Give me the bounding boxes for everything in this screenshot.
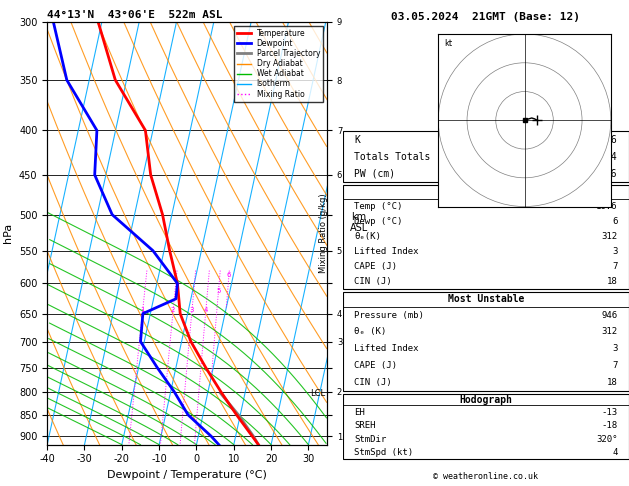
Text: θₑ(K): θₑ(K): [354, 232, 381, 241]
Text: 320°: 320°: [596, 434, 618, 444]
Text: Lifted Index: Lifted Index: [354, 247, 419, 256]
Text: © weatheronline.co.uk: © weatheronline.co.uk: [433, 472, 538, 481]
Text: PW (cm): PW (cm): [354, 169, 396, 179]
Text: Most Unstable: Most Unstable: [448, 294, 524, 304]
Text: Lifted Index: Lifted Index: [354, 345, 419, 353]
Text: 2: 2: [170, 307, 175, 312]
Text: Totals Totals: Totals Totals: [354, 152, 431, 162]
Text: 6: 6: [226, 272, 231, 278]
Text: 6: 6: [612, 217, 618, 226]
Text: 3: 3: [612, 345, 618, 353]
Text: Hodograph: Hodograph: [459, 395, 513, 404]
Text: -13: -13: [601, 408, 618, 417]
Text: 5: 5: [216, 288, 220, 294]
Text: Mixing Ratio (g/kg): Mixing Ratio (g/kg): [320, 193, 328, 273]
Text: CIN (J): CIN (J): [354, 277, 392, 286]
Bar: [343, 185, 629, 289]
Text: K: K: [354, 135, 360, 145]
Text: StmSpd (kt): StmSpd (kt): [354, 448, 413, 457]
Text: 7: 7: [612, 361, 618, 370]
Text: 44: 44: [606, 152, 618, 162]
Text: Temp (°C): Temp (°C): [354, 202, 403, 211]
Text: 26: 26: [606, 135, 618, 145]
Text: CAPE (J): CAPE (J): [354, 262, 398, 271]
Y-axis label: km
ASL: km ASL: [350, 212, 368, 233]
X-axis label: Dewpoint / Temperature (°C): Dewpoint / Temperature (°C): [107, 470, 267, 480]
Bar: [343, 131, 629, 182]
Text: EH: EH: [354, 408, 365, 417]
Text: 312: 312: [601, 232, 618, 241]
Text: CAPE (J): CAPE (J): [354, 361, 398, 370]
Text: CIN (J): CIN (J): [354, 378, 392, 387]
Text: 312: 312: [601, 328, 618, 336]
Text: 4: 4: [203, 307, 208, 312]
Text: 44°13'N  43°06'E  522m ASL: 44°13'N 43°06'E 522m ASL: [47, 10, 223, 20]
Text: SREH: SREH: [354, 421, 376, 430]
Text: -18: -18: [601, 421, 618, 430]
Bar: [343, 394, 629, 459]
Legend: Temperature, Dewpoint, Parcel Trajectory, Dry Adiabat, Wet Adiabat, Isotherm, Mi: Temperature, Dewpoint, Parcel Trajectory…: [234, 26, 323, 102]
Text: 16.6: 16.6: [596, 202, 618, 211]
Text: StmDir: StmDir: [354, 434, 386, 444]
Bar: [343, 292, 629, 391]
Text: 1.36: 1.36: [594, 169, 618, 179]
Text: 7: 7: [612, 262, 618, 271]
Text: 18: 18: [607, 378, 618, 387]
Text: 946: 946: [601, 311, 618, 319]
Text: Pressure (mb): Pressure (mb): [354, 311, 424, 319]
Text: Surface: Surface: [465, 187, 506, 197]
Text: 18: 18: [607, 277, 618, 286]
Y-axis label: hPa: hPa: [3, 223, 13, 243]
Text: 3: 3: [189, 307, 194, 312]
Text: 03.05.2024  21GMT (Base: 12): 03.05.2024 21GMT (Base: 12): [391, 12, 581, 22]
Text: LCL: LCL: [310, 389, 325, 398]
Text: θₑ (K): θₑ (K): [354, 328, 386, 336]
Text: 3: 3: [612, 247, 618, 256]
Text: kt: kt: [444, 38, 452, 48]
Text: Dewp (°C): Dewp (°C): [354, 217, 403, 226]
Text: 4: 4: [612, 448, 618, 457]
Text: 1: 1: [140, 307, 145, 312]
